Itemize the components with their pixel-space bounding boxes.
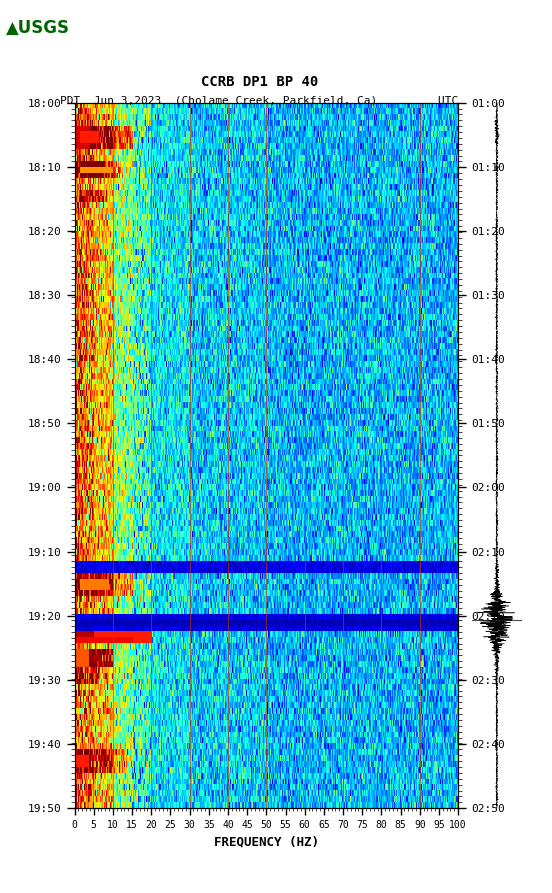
Text: CCRB DP1 BP 40: CCRB DP1 BP 40 xyxy=(201,75,318,89)
X-axis label: FREQUENCY (HZ): FREQUENCY (HZ) xyxy=(214,836,319,848)
Text: PDT  Jun 3,2023  (Cholame Creek, Parkfield, Ca)         UTC: PDT Jun 3,2023 (Cholame Creek, Parkfield… xyxy=(60,96,459,105)
Text: ▲USGS: ▲USGS xyxy=(6,19,70,37)
